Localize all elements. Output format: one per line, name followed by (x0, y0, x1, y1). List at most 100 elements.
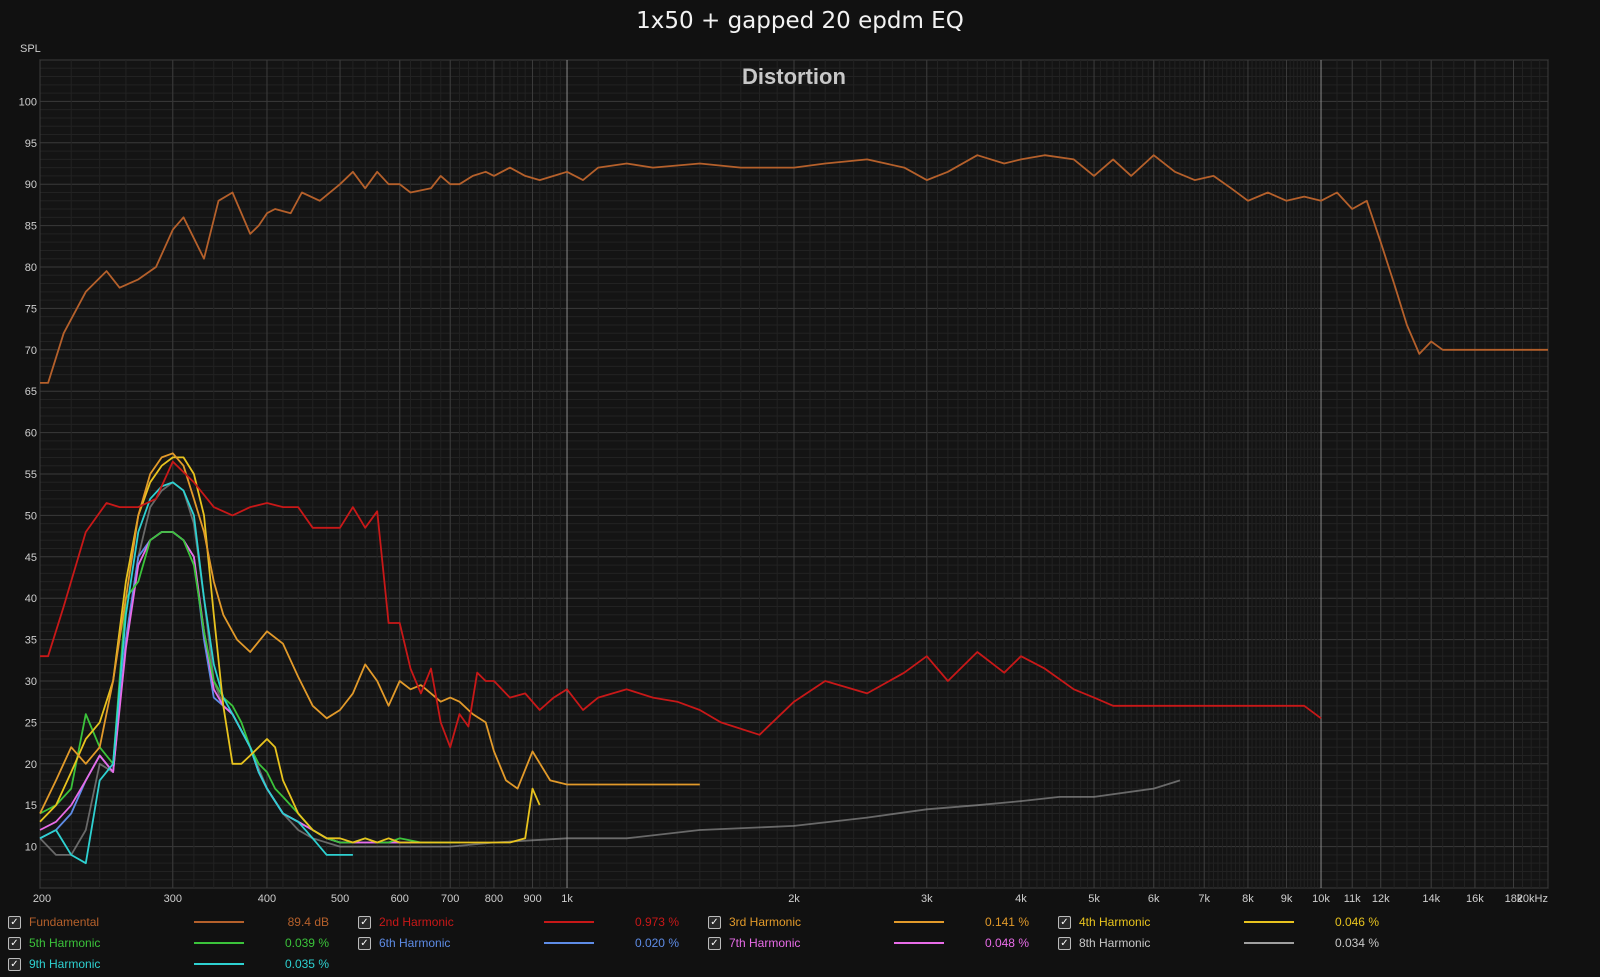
series-line-2nd-harmonic (40, 460, 1322, 749)
legend-label: 9th Harmonic (29, 957, 101, 971)
legend-label: 5th Harmonic (29, 936, 101, 950)
y-tick-label: 30 (25, 676, 37, 688)
y-tick-label: 45 (25, 552, 37, 564)
legend-label: Fundamental (29, 915, 100, 929)
y-tick-label: 75 (25, 303, 37, 315)
legend-swatch (894, 942, 944, 944)
legend-value: 0.973 % (634, 915, 679, 929)
x-tick-label: 16k (1466, 893, 1484, 905)
legend-swatch (1244, 921, 1294, 923)
y-tick-label: 10 (25, 842, 37, 854)
y-tick-label: 95 (25, 138, 37, 150)
legend-item[interactable]: ✓ 7th Harmonic 0.048 % (708, 933, 1029, 953)
legend-value: 0.039 % (284, 936, 329, 950)
legend-checkbox[interactable]: ✓ (358, 936, 371, 950)
y-tick-label: 65 (25, 386, 37, 398)
y-tick-label: 70 (25, 345, 37, 357)
legend-value: 0.020 % (634, 936, 679, 950)
chart-subtitle: Distortion (742, 64, 846, 89)
legend-item[interactable]: ✓ 5th Harmonic 0.039 % (8, 933, 329, 953)
legend-checkbox[interactable]: ✓ (8, 957, 21, 971)
y-tick-label: 25 (25, 717, 37, 729)
legend-value: 0.034 % (1334, 936, 1379, 950)
distortion-chart[interactable]: SPL Distortion 10 15 20 25 30 35 40 45 50 55 60 65 7… (0, 0, 1600, 912)
x-tick-label: 3k (921, 893, 933, 905)
x-tick-label: 11k (1344, 893, 1361, 905)
x-tick-label: 10k (1312, 893, 1330, 905)
chart-title: 1x50 + gapped 20 epdm EQ (636, 8, 964, 34)
y-axis-label: SPL (20, 43, 41, 55)
legend-value: 0.048 % (984, 936, 1029, 950)
x-tick-label: 600 (391, 893, 409, 905)
y-tick-label: 15 (25, 800, 37, 812)
y-tick-labels: 10 15 20 25 30 35 40 45 50 55 60 65 70 75 80 85 90 95 100 (19, 96, 37, 853)
x-tick-label: 500 (331, 893, 349, 905)
x-tick-label: 400 (258, 893, 276, 905)
legend-checkbox[interactable]: ✓ (1058, 936, 1071, 950)
legend-checkbox[interactable]: ✓ (8, 915, 21, 929)
x-tick-label: 2k (788, 893, 800, 905)
legend-value: 0.035 % (284, 957, 329, 971)
x-tick-label: 18k (1505, 893, 1523, 905)
x-tick-label: 900 (523, 893, 541, 905)
y-tick-label: 80 (25, 262, 37, 274)
legend-value: 0.141 % (984, 915, 1029, 929)
legend-checkbox[interactable]: ✓ (708, 915, 721, 929)
legend-swatch (1244, 942, 1294, 944)
x-tick-label: 7k (1198, 893, 1210, 905)
legend-label: 8th Harmonic (1079, 936, 1151, 950)
legend-item[interactable]: ✓ 3rd Harmonic 0.141 % (708, 912, 1029, 932)
legend-item[interactable]: ✓ 6th Harmonic 0.020 % (358, 933, 679, 953)
y-tick-label: 35 (25, 635, 37, 647)
x-tick-label: 8k (1242, 893, 1254, 905)
legend-label: 3rd Harmonic (729, 915, 802, 929)
legend-checkbox[interactable]: ✓ (708, 936, 721, 950)
x-tick-label: 800 (485, 893, 503, 905)
y-tick-label: 60 (25, 428, 37, 440)
legend-swatch (894, 921, 944, 923)
y-tick-label: 40 (25, 593, 37, 605)
legend-item[interactable]: ✓ 2nd Harmonic 0.973 % (358, 912, 679, 932)
y-tick-label: 55 (25, 469, 37, 481)
legend-value: 89.4 dB (287, 915, 329, 929)
y-tick-label: 85 (25, 221, 37, 233)
legend-checkbox[interactable]: ✓ (8, 936, 21, 950)
legend-swatch (544, 921, 594, 923)
x-tick-label: 6k (1148, 893, 1160, 905)
series-lines (39, 154, 1548, 865)
x-tick-label: 300 (164, 893, 182, 905)
grid-major (39, 60, 1549, 888)
x-tick-label: 12k (1372, 893, 1390, 905)
legend-checkbox[interactable]: ✓ (358, 915, 371, 929)
series-line-3rd-harmonic (39, 452, 700, 814)
legend-label: 2nd Harmonic (379, 915, 454, 929)
series-line-9th-harmonic (39, 481, 353, 865)
legend-item[interactable]: ✓ Fundamental 89.4 dB (8, 912, 329, 932)
x-tick-label: 1k (561, 893, 573, 905)
x-tick-label: 5k (1088, 893, 1100, 905)
x-tick-label: 9k (1281, 893, 1293, 905)
y-tick-label: 20 (25, 759, 37, 771)
legend-checkbox[interactable]: ✓ (1058, 915, 1071, 929)
y-tick-label: 100 (19, 96, 37, 108)
legend-label: 4th Harmonic (1079, 915, 1151, 929)
legend-label: 6th Harmonic (379, 936, 451, 950)
legend-swatch (194, 921, 244, 923)
series-line-fundamental (40, 154, 1548, 384)
legend-label: 7th Harmonic (729, 936, 801, 950)
x-tick-labels: 200 300 400 500 600 700 800 900 1k 2k 3k 4k 5k 6k 7k 8k… (33, 893, 1548, 905)
legend-swatch (194, 942, 244, 944)
x-tick-label: 14k (1422, 893, 1440, 905)
legend-item[interactable]: ✓ 8th Harmonic 0.034 % (1058, 933, 1379, 953)
legend-item[interactable]: ✓ 4th Harmonic 0.046 % (1058, 912, 1379, 932)
legend: ✓ Fundamental 89.4 dB ✓ 2nd Harmonic 0.973 % ✓… (0, 912, 1600, 976)
legend-swatch (544, 942, 594, 944)
x-tick-label: 4k (1015, 893, 1027, 905)
legend-value: 0.046 % (1334, 915, 1379, 929)
x-tick-label: 700 (441, 893, 459, 905)
legend-swatch (194, 963, 244, 965)
x-tick-label: 200 (33, 893, 51, 905)
x-tick-label: 20kHz (1517, 893, 1548, 905)
y-tick-label: 50 (25, 510, 37, 522)
legend-item[interactable]: ✓ 9th Harmonic 0.035 % (8, 954, 329, 974)
